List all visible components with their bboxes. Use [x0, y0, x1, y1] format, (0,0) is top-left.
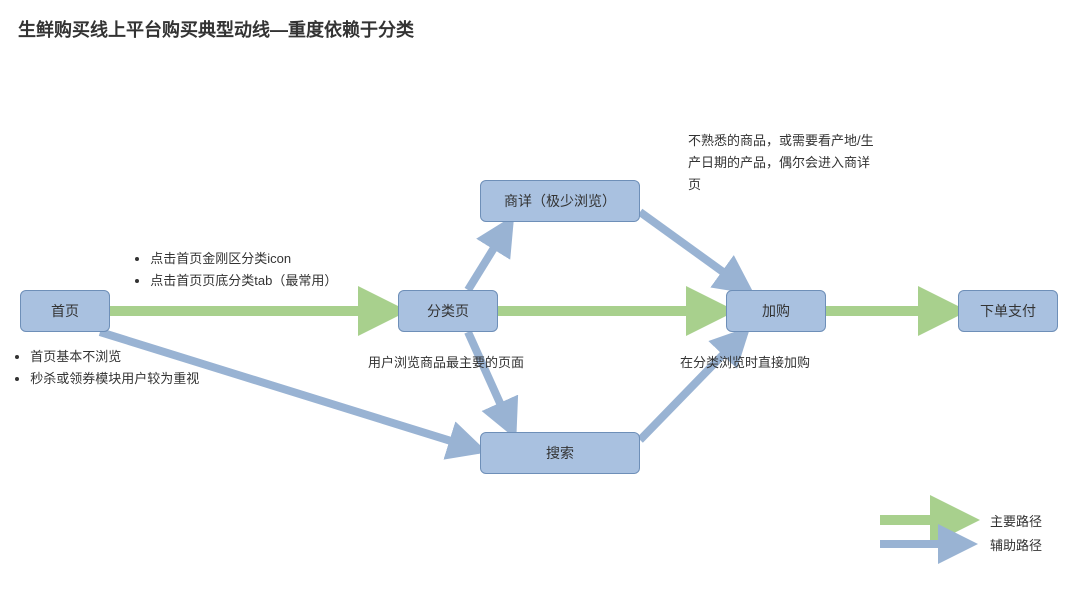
note-home-actions: 点击首页金刚区分类icon点击首页页底分类tab（最常用） [136, 248, 337, 292]
edge-e6 [468, 332, 513, 432]
node-label: 分类页 [427, 301, 469, 321]
node-search: 搜索 [480, 432, 640, 474]
note-item: 点击首页页底分类tab（最常用） [150, 270, 337, 292]
note-addcart-below: 在分类浏览时直接加购 [680, 352, 810, 374]
edges-layer [0, 0, 1080, 605]
edge-e5 [640, 212, 748, 290]
note-home-below: 首页基本不浏览秒杀或领券模块用户较为重视 [16, 346, 199, 390]
diagram-title: 生鲜购买线上平台购买典型动线—重度依赖于分类 [18, 16, 414, 42]
node-label: 搜索 [546, 443, 574, 463]
legend-label-secondary: 辅助路径 [990, 535, 1042, 554]
node-label: 加购 [762, 301, 790, 321]
node-checkout: 下单支付 [958, 290, 1058, 332]
diagram-canvas: 生鲜购买线上平台购买典型动线—重度依赖于分类 首页 分类页 商详（极少浏览） 搜索 加购… [0, 0, 1080, 605]
note-detail-above: 不熟悉的商品，或需要看产地/生产日期的产品，偶尔会进入商详页 [688, 130, 878, 196]
node-addcart: 加购 [726, 290, 826, 332]
node-label: 首页 [51, 301, 79, 321]
note-item: 秒杀或领券模块用户较为重视 [30, 368, 199, 390]
node-label: 下单支付 [980, 301, 1036, 321]
edge-e7 [640, 332, 745, 440]
note-item: 点击首页金刚区分类icon [150, 248, 337, 270]
node-detail: 商详（极少浏览） [480, 180, 640, 222]
edge-e4 [468, 222, 510, 290]
legend-label-primary: 主要路径 [990, 511, 1042, 530]
node-home: 首页 [20, 290, 110, 332]
node-category: 分类页 [398, 290, 498, 332]
note-item: 首页基本不浏览 [30, 346, 199, 368]
note-category-below: 用户浏览商品最主要的页面 [368, 352, 524, 374]
node-label: 商详（极少浏览） [504, 191, 616, 211]
